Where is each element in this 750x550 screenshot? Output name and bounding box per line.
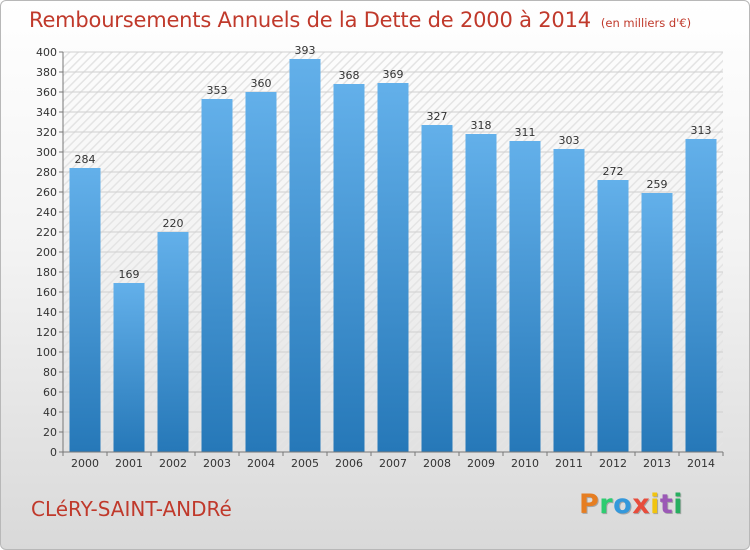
- proxiti-logo: Proxiti: [579, 489, 683, 520]
- bar: [245, 92, 277, 452]
- y-tick-label: 100: [36, 346, 57, 359]
- logo-letter: t: [659, 489, 674, 520]
- bar: [201, 99, 233, 452]
- bar: [465, 134, 497, 452]
- x-tick-label: 2010: [511, 457, 539, 470]
- logo-letter: r: [599, 489, 614, 520]
- data-label: 303: [559, 134, 580, 147]
- y-tick-label: 220: [36, 226, 57, 239]
- bar: [333, 84, 365, 452]
- data-label: 369: [383, 68, 404, 81]
- bar: [509, 141, 541, 452]
- chart-title-text: Remboursements Annuels de la Dette de 20…: [29, 8, 591, 32]
- y-tick-label: 300: [36, 146, 57, 159]
- y-axis-ticks: 0 20 40 60 80 100 120 140 160 180 200 220 240 260 280 3…: [36, 46, 63, 459]
- chart-subtitle: (en milliers d'€): [600, 16, 692, 30]
- bar: [377, 83, 409, 452]
- y-tick-label: 240: [36, 206, 57, 219]
- y-tick-label: 380: [36, 66, 57, 79]
- y-tick-label: 400: [36, 46, 57, 59]
- bar: [289, 59, 321, 452]
- bar: [113, 283, 145, 452]
- logo-letter: x: [632, 489, 651, 520]
- data-label: 318: [471, 119, 492, 132]
- bars: [69, 59, 717, 452]
- x-tick-label: 2014: [687, 457, 715, 470]
- data-label: 393: [295, 44, 316, 57]
- bar: [157, 232, 189, 452]
- y-tick-label: 120: [36, 326, 57, 339]
- data-label: 360: [251, 77, 272, 90]
- x-tick-label: 2007: [379, 457, 407, 470]
- y-tick-label: 320: [36, 126, 57, 139]
- bar: [69, 168, 101, 452]
- x-tick-label: 2003: [203, 457, 231, 470]
- x-tick-label: 2013: [643, 457, 671, 470]
- data-label: 169: [119, 268, 140, 281]
- bar: [597, 180, 629, 452]
- data-label: 353: [207, 84, 228, 97]
- y-tick-label: 160: [36, 286, 57, 299]
- data-label: 313: [691, 124, 712, 137]
- y-tick-label: 360: [36, 86, 57, 99]
- data-label: 272: [603, 165, 624, 178]
- x-tick-label: 2005: [291, 457, 319, 470]
- x-tick-label: 2011: [555, 457, 583, 470]
- bar: [641, 193, 673, 452]
- x-tick-label: 2004: [247, 457, 275, 470]
- logo-letter: i: [673, 489, 684, 520]
- chart-title: Remboursements Annuels de la Dette de 20…: [29, 8, 691, 32]
- bar: [421, 125, 453, 452]
- y-tick-label: 20: [43, 426, 57, 439]
- x-tick-label: 2012: [599, 457, 627, 470]
- bar: [553, 149, 585, 452]
- data-label: 327: [427, 110, 448, 123]
- x-tick-label: 2001: [115, 457, 143, 470]
- data-label: 259: [647, 178, 668, 191]
- data-label: 311: [515, 126, 536, 139]
- data-label: 284: [75, 153, 96, 166]
- y-tick-label: 40: [43, 406, 57, 419]
- logo-letter: i: [650, 489, 660, 520]
- logo-letter: P: [579, 489, 600, 520]
- logo-letter: o: [613, 489, 633, 520]
- y-tick-label: 140: [36, 306, 57, 319]
- y-tick-label: 60: [43, 386, 57, 399]
- data-label: 220: [163, 217, 184, 230]
- y-tick-label: 280: [36, 166, 57, 179]
- value-labels: 284 169 220 353 360 393 368 369 327 318 311 303 272 2…: [75, 44, 712, 281]
- y-tick-label: 340: [36, 106, 57, 119]
- y-tick-label: 180: [36, 266, 57, 279]
- y-tick-label: 0: [50, 446, 57, 459]
- bar: [685, 139, 717, 452]
- x-axis-ticks: 2000 2001 2002 2003 2004 2005 2006 2007 2008 2009…: [62, 452, 724, 470]
- x-tick-label: 2000: [71, 457, 99, 470]
- x-tick-label: 2009: [467, 457, 495, 470]
- x-tick-label: 2002: [159, 457, 187, 470]
- town-name: CLéRY-SAINT-ANDRé: [31, 497, 232, 521]
- y-tick-label: 200: [36, 246, 57, 259]
- y-tick-label: 80: [43, 366, 57, 379]
- x-tick-label: 2008: [423, 457, 451, 470]
- y-tick-label: 260: [36, 186, 57, 199]
- data-label: 368: [339, 69, 360, 82]
- x-tick-label: 2006: [335, 457, 363, 470]
